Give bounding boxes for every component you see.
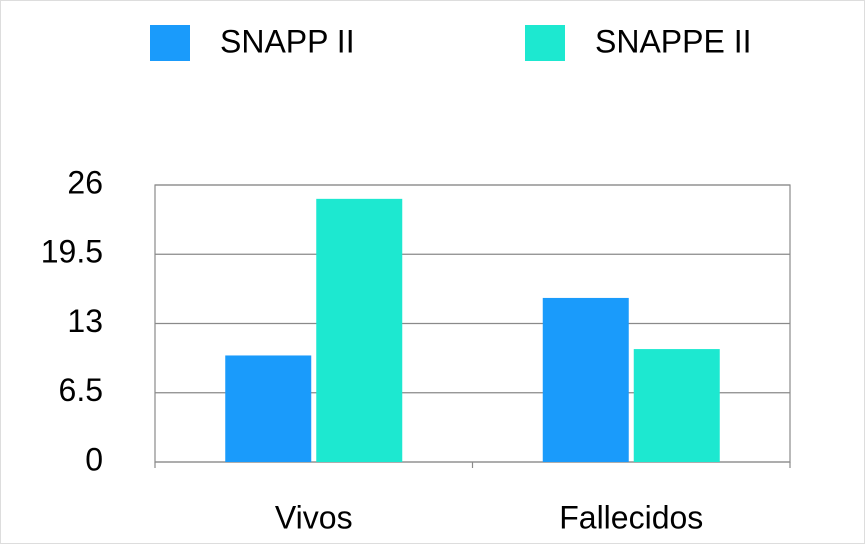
y-tick-label: 26 — [67, 164, 103, 200]
y-tick-label: 6.5 — [59, 372, 103, 408]
y-tick-label: 19.5 — [41, 234, 103, 270]
x-tick-label: Vivos — [275, 499, 353, 535]
legend-swatch — [525, 25, 565, 61]
legend-swatch — [150, 25, 190, 61]
bar — [316, 198, 403, 462]
legend-label: SNAPPE II — [595, 23, 752, 59]
bar — [225, 355, 312, 462]
y-tick-label: 13 — [67, 303, 103, 339]
x-tick-label: Fallecidos — [559, 499, 703, 535]
bar — [542, 297, 629, 462]
bar — [633, 349, 720, 462]
legend-label: SNAPP II — [220, 23, 355, 59]
y-tick-label: 0 — [85, 441, 103, 477]
